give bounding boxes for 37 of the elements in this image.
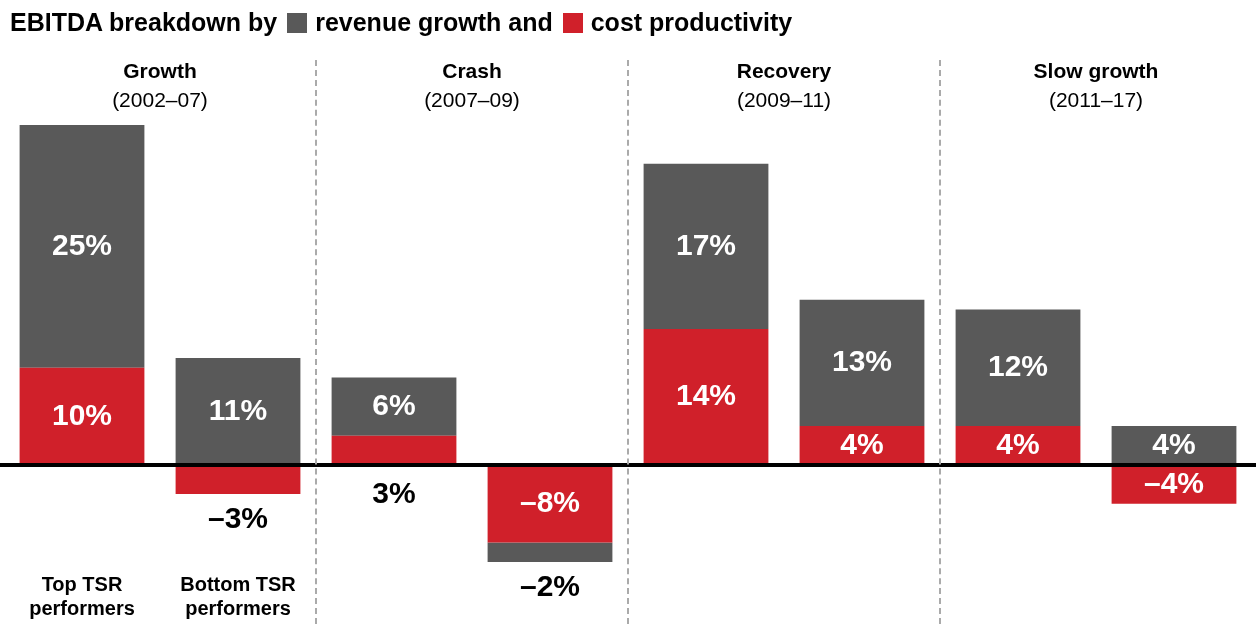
data-label: –2% bbox=[519, 569, 581, 603]
bar bbox=[799, 299, 925, 427]
legend-label: revenue growth and bbox=[315, 8, 553, 37]
data-label: 10% bbox=[51, 397, 113, 431]
legend-label: cost productivity bbox=[590, 8, 793, 37]
bar bbox=[487, 464, 613, 543]
bar bbox=[487, 542, 613, 562]
data-label: 14% bbox=[675, 378, 737, 412]
data-label: 4% bbox=[1152, 426, 1196, 460]
text: Crash (2007–09) bbox=[424, 58, 520, 111]
bar bbox=[19, 125, 145, 368]
bar bbox=[331, 435, 457, 465]
text: Recovery (2009–11) bbox=[736, 58, 832, 111]
data-label: 25% bbox=[51, 227, 113, 261]
bar bbox=[643, 163, 769, 329]
bar bbox=[331, 377, 457, 436]
text: Slow growth (2011–17) bbox=[1033, 58, 1159, 111]
text: Growth (2002–07) bbox=[112, 58, 208, 111]
data-label: 6% bbox=[372, 387, 416, 421]
bar bbox=[175, 358, 301, 465]
x-tick-label: Top TSR performers bbox=[29, 572, 135, 619]
bar bbox=[643, 328, 769, 465]
data-label: 13% bbox=[831, 344, 893, 378]
data-label: –4% bbox=[1143, 465, 1205, 499]
data-label: 4% bbox=[996, 426, 1040, 460]
bar bbox=[955, 309, 1081, 427]
x-tick-label: Bottom TSR performers bbox=[180, 572, 297, 619]
data-label: 11% bbox=[208, 392, 268, 426]
bar bbox=[175, 464, 301, 495]
data-label: 17% bbox=[675, 227, 737, 261]
chart-title: EBITDA breakdown by bbox=[10, 8, 278, 37]
data-label: 3% bbox=[372, 476, 416, 510]
data-label: 12% bbox=[987, 349, 1049, 383]
data-label: –3% bbox=[207, 501, 269, 535]
data-label: 4% bbox=[840, 426, 884, 460]
bar bbox=[19, 367, 145, 465]
data-label: –8% bbox=[519, 485, 581, 518]
